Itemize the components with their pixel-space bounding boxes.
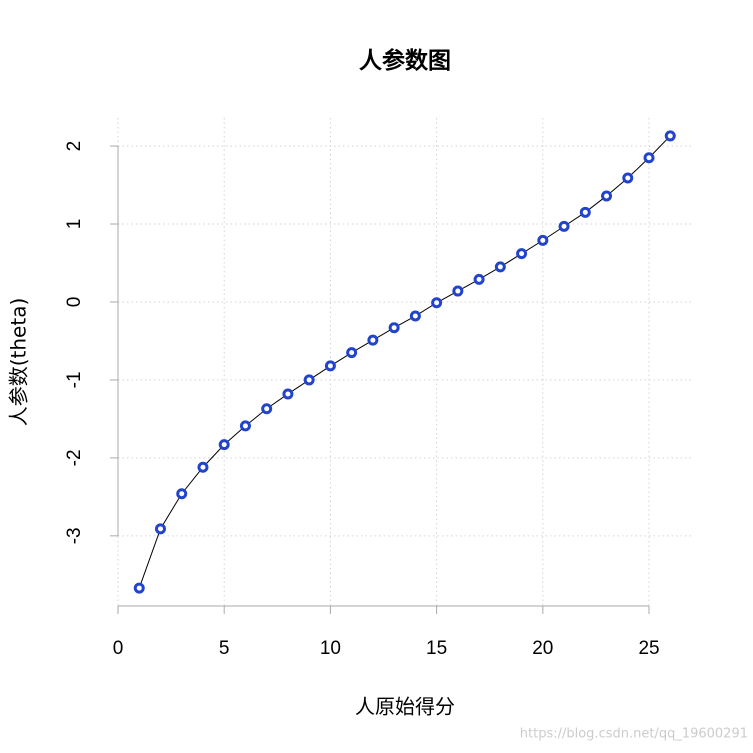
x-axis-label: 人原始得分 xyxy=(355,695,455,719)
series-line xyxy=(138,135,671,589)
point xyxy=(154,523,166,535)
y-axis-label: 人参数(theta) xyxy=(7,298,31,427)
point xyxy=(558,220,570,232)
point xyxy=(664,130,676,142)
point xyxy=(537,234,549,246)
x-tick-label: 20 xyxy=(532,638,553,659)
point xyxy=(388,322,400,334)
point xyxy=(133,582,145,594)
point xyxy=(643,152,655,164)
y-tick-label: -2 xyxy=(64,449,85,466)
y-tick-label: 2 xyxy=(64,141,85,152)
watermark: https://blog.csdn.net/qq_19600291 xyxy=(520,727,748,742)
x-tick-label: 5 xyxy=(219,638,230,659)
point xyxy=(367,334,379,346)
point xyxy=(452,285,464,297)
point xyxy=(282,388,294,400)
y-tick-label: -1 xyxy=(64,371,85,388)
point xyxy=(473,273,485,285)
point xyxy=(218,439,230,451)
point xyxy=(303,374,315,386)
point xyxy=(516,248,528,260)
point xyxy=(431,297,443,309)
point xyxy=(239,420,251,432)
point xyxy=(409,310,421,322)
point xyxy=(346,347,358,359)
point xyxy=(324,360,336,372)
point xyxy=(601,190,613,202)
x-tick-label: 15 xyxy=(426,638,447,659)
x-tick-label: 25 xyxy=(638,638,659,659)
point xyxy=(197,461,209,473)
chart-title: 人参数图 xyxy=(359,47,451,74)
point xyxy=(261,403,273,415)
point xyxy=(176,488,188,500)
point xyxy=(622,172,634,184)
x-tick-label: 10 xyxy=(320,638,341,659)
x-tick-label: 0 xyxy=(113,638,124,659)
point xyxy=(494,261,506,273)
y-tick-label: -3 xyxy=(64,527,85,544)
point xyxy=(579,206,591,218)
y-tick-label: 0 xyxy=(64,297,85,308)
y-tick-label: 1 xyxy=(64,219,85,230)
